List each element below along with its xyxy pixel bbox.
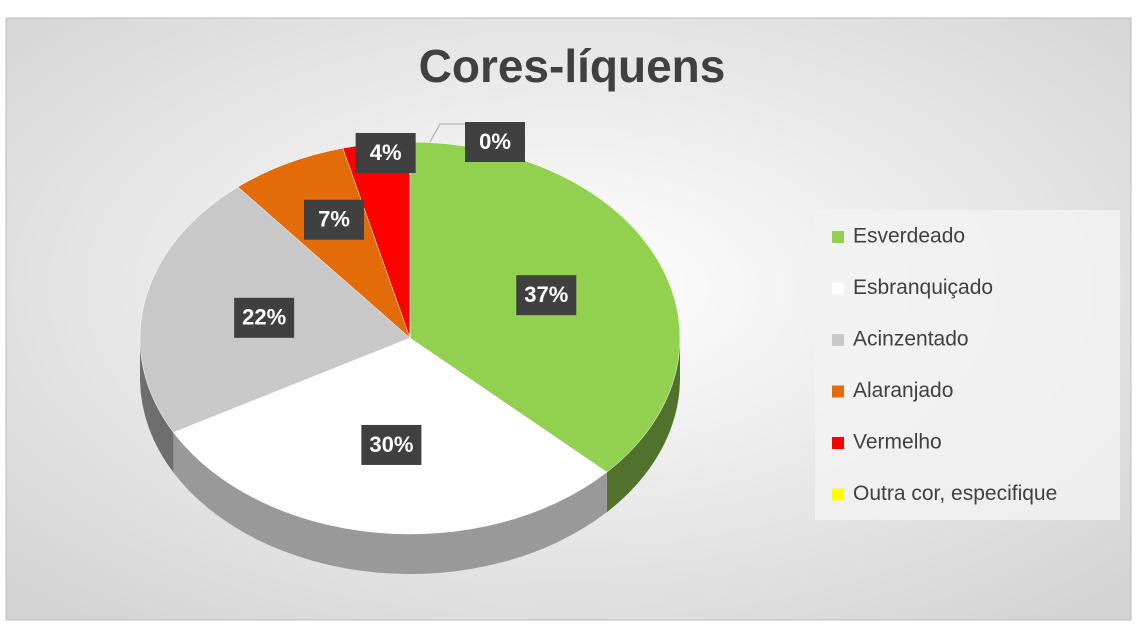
data-label-box <box>361 424 422 465</box>
data-label: 22% <box>242 305 286 330</box>
pie-side <box>606 338 680 513</box>
data-label: 0% <box>479 129 511 154</box>
leader-line <box>429 123 475 143</box>
legend-swatch <box>832 231 844 243</box>
data-label: 30% <box>369 432 413 457</box>
data-label-box <box>355 132 416 173</box>
data-label: 37% <box>524 282 568 307</box>
legend-label: Esverdeado <box>853 225 965 248</box>
legend-label: Vermelho <box>853 431 942 454</box>
legend-swatch <box>832 334 844 346</box>
pie-side <box>140 338 174 473</box>
legend-box <box>815 210 1120 520</box>
legend-label: Alaranjado <box>853 379 953 402</box>
data-label-box <box>516 275 577 316</box>
data-label: 7% <box>318 207 350 232</box>
data-label: 4% <box>370 140 402 165</box>
legend-label: Outra cor, especifique <box>853 482 1057 505</box>
legend-label: Acinzentado <box>853 328 969 351</box>
data-label-box <box>465 122 525 162</box>
legend-swatch <box>832 385 844 398</box>
data-label-box <box>304 199 365 240</box>
pie-side <box>173 432 607 574</box>
pie-slice <box>237 147 411 339</box>
data-label-box <box>234 297 295 338</box>
chart-title: Cores-líquens <box>419 40 726 92</box>
legend-label: Esbranquiçado <box>853 276 993 299</box>
legend-swatch <box>832 282 844 295</box>
legend-swatch <box>832 437 844 449</box>
legend-swatch <box>832 488 844 501</box>
